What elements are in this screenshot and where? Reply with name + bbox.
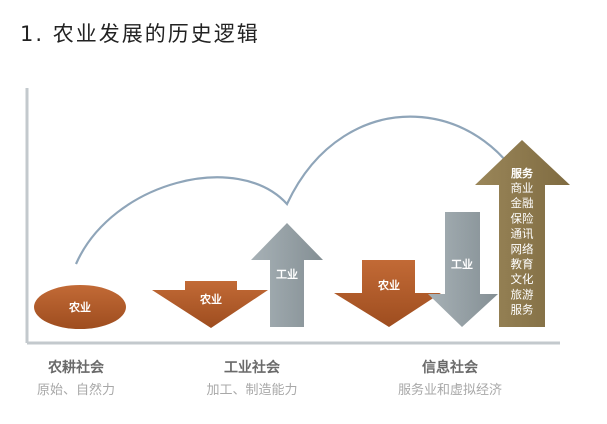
services-item: 教育 <box>511 257 534 271</box>
era-name-agrarian: 农耕社会 <box>47 359 105 376</box>
services-up-arrow <box>475 140 570 327</box>
services-item: 通讯 <box>511 227 534 241</box>
agriculture-down-arrow-2 <box>334 260 441 327</box>
services-item: 商业 <box>511 181 534 195</box>
era-name-information: 信息社会 <box>422 359 479 376</box>
era-desc-agrarian: 原始、自然力 <box>37 382 115 398</box>
era-name-industrial: 工业社会 <box>224 359 281 376</box>
industry-down-arrow-2-label: 工业 <box>451 257 473 271</box>
agriculture-down-arrow-1-label: 农业 <box>199 292 222 306</box>
industry-up-arrow-1 <box>251 223 323 327</box>
services-item: 保险 <box>511 211 534 225</box>
services-item: 旅游 <box>511 287 534 301</box>
services-item: 服务 <box>511 303 534 317</box>
industry-down-arrow-2 <box>428 212 498 327</box>
development-curve <box>74 115 534 265</box>
services-item: 网络 <box>511 242 534 256</box>
agriculture-ellipse <box>34 285 126 329</box>
page-title: 1. 农业发展的历史逻辑 <box>20 22 260 46</box>
services-item: 文化 <box>511 272 534 286</box>
agriculture-ellipse-label: 农业 <box>68 300 91 314</box>
services-item: 金融 <box>511 196 534 210</box>
agriculture-down-arrow-1 <box>152 281 268 328</box>
agriculture-down-arrow-2-label: 农业 <box>377 278 400 292</box>
industry-up-arrow-1-label: 工业 <box>276 267 298 281</box>
era-desc-industrial: 加工、制造能力 <box>206 383 297 398</box>
era-desc-information: 服务业和虚拟经济 <box>398 382 502 398</box>
services-header: 服务 <box>511 166 534 180</box>
